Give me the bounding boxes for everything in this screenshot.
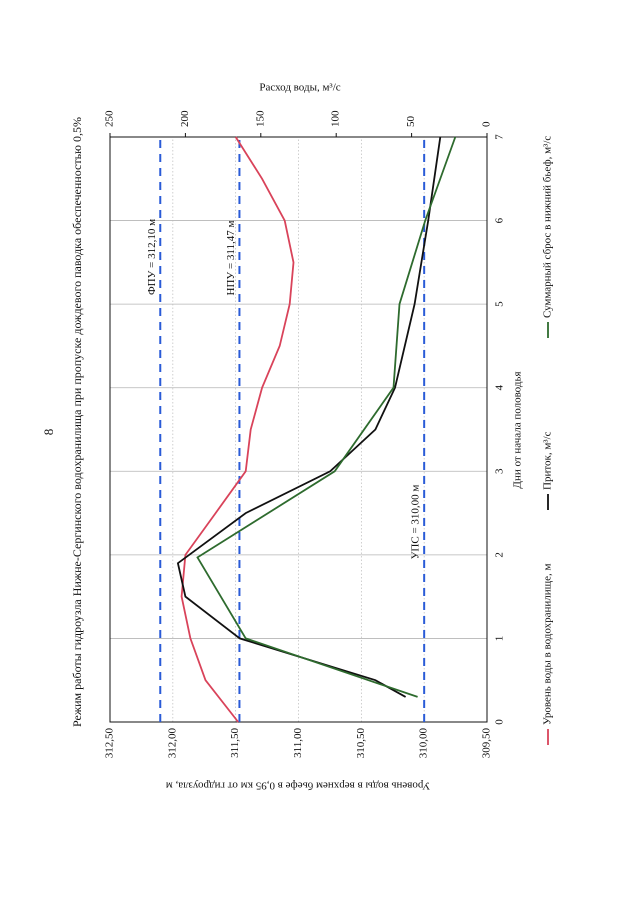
- reference-label: НПУ = 311,47 м: [225, 220, 237, 295]
- x-tick-label: 7: [494, 134, 506, 140]
- series-line: [176, 136, 442, 698]
- y2-axis-title: Расход воды, м³/с: [259, 82, 340, 94]
- y-tick-label: 312,50: [104, 728, 116, 759]
- x-axis-title: Дни от начала половодья: [512, 371, 524, 488]
- legend-label: Суммарный сброс в нижний бьеф, м³/с: [542, 136, 554, 318]
- plot-frame: [109, 136, 488, 723]
- y-tick-label: 311,00: [292, 728, 304, 758]
- legend-label: Приток, м³/с: [542, 431, 554, 490]
- page-number: 8: [41, 429, 56, 436]
- y2-tick-label: 50: [405, 116, 417, 128]
- series-line: [196, 136, 457, 698]
- y2-tick-label: 200: [179, 110, 191, 127]
- series-line: [180, 136, 295, 723]
- y-axis-title: Уровень воды в верхнем бьефе в 0,95 км о…: [166, 779, 431, 791]
- x-tick-label: 0: [494, 719, 506, 725]
- y-tick-label: 309,50: [481, 728, 493, 759]
- x-tick-label: 3: [494, 468, 506, 474]
- y2-tick-label: 100: [330, 110, 342, 127]
- y2-tick-label: 250: [104, 110, 116, 127]
- x-tick-label: 2: [494, 552, 506, 558]
- x-tick-label: 6: [494, 217, 506, 223]
- y-tick-label: 312,00: [166, 728, 178, 759]
- x-tick-label: 1: [494, 636, 506, 642]
- y2-tick-label: 150: [254, 110, 266, 127]
- y2-tick-label: 0: [481, 121, 493, 127]
- x-tick-label: 5: [494, 301, 506, 307]
- y-tick-label: 311,50: [229, 728, 241, 758]
- rotated-sheet: 8 Режим работы гидроузла Нижне-Сергинско…: [41, 82, 554, 792]
- chart-title: Режим работы гидроузла Нижне-Сергинского…: [70, 117, 84, 727]
- y-tick-label: 310,50: [355, 728, 367, 759]
- reference-label: УПС = 310,00 м: [410, 485, 422, 560]
- y-tick-label: 310,00: [418, 728, 430, 759]
- legend-label: Уровень воды в водохранилище, м: [542, 564, 554, 725]
- reference-label: ФПУ = 312,10 м: [146, 219, 158, 295]
- x-tick-label: 4: [494, 384, 506, 390]
